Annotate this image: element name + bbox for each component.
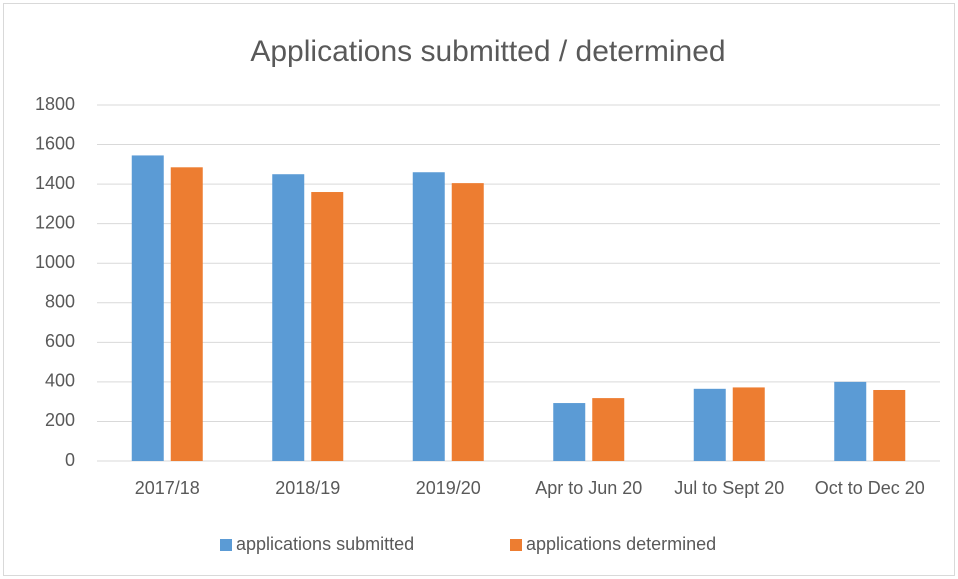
y-tick-label: 1600 [35, 133, 75, 153]
legend-swatch [220, 539, 232, 551]
bar [592, 398, 625, 461]
bar [451, 183, 484, 461]
bar [170, 167, 203, 462]
y-tick-label: 800 [45, 292, 75, 312]
legend-label: applications submitted [236, 534, 414, 554]
y-tick-label: 1800 [35, 94, 75, 114]
y-tick-label: 1400 [35, 173, 75, 193]
x-tick-label: Jul to Sept 20 [674, 478, 784, 498]
y-tick-label: 1000 [35, 252, 75, 272]
bar [553, 403, 586, 461]
bar [311, 192, 344, 461]
bar [272, 174, 305, 461]
chart-title: Applications submitted / determined [250, 35, 725, 68]
legend-swatch [510, 539, 522, 551]
x-tick-label: 2018/19 [275, 478, 340, 498]
bar [873, 389, 906, 461]
x-tick-label: Apr to Jun 20 [535, 478, 642, 498]
bar [131, 155, 164, 461]
y-tick-label: 1200 [35, 212, 75, 232]
x-tick-label: 2017/18 [135, 478, 200, 498]
x-tick-label: Oct to Dec 20 [815, 478, 925, 498]
bar [412, 172, 445, 461]
y-tick-label: 600 [45, 331, 75, 351]
x-tick-label: 2019/20 [416, 478, 481, 498]
y-tick-label: 0 [65, 450, 75, 470]
bar [732, 387, 765, 461]
y-tick-label: 200 [45, 410, 75, 430]
bar [693, 388, 726, 461]
y-tick-label: 400 [45, 371, 75, 391]
legend-label: applications determined [526, 534, 716, 554]
bar [834, 381, 867, 461]
